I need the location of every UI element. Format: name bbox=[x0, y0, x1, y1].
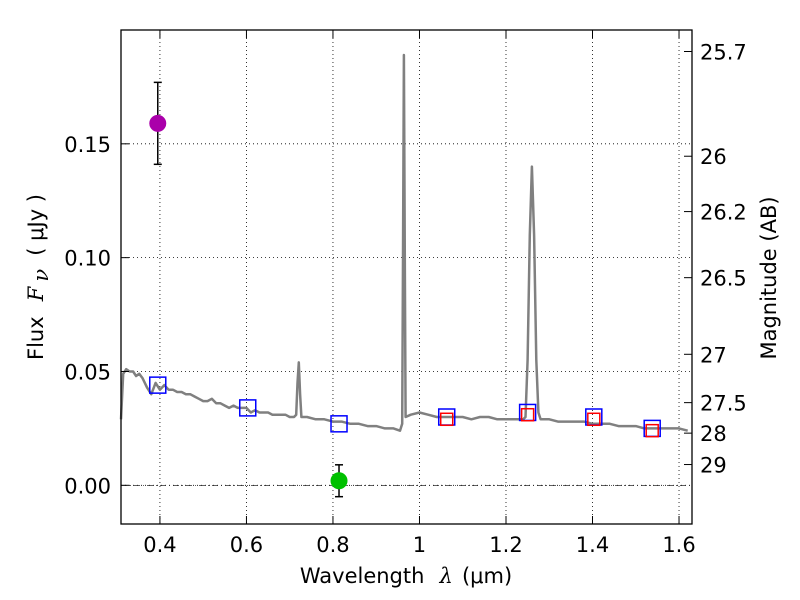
y-axis-title-unit: ( μJy ) bbox=[24, 194, 48, 256]
y-axis-title: Flux F ν ( μJy ) bbox=[24, 194, 53, 360]
grid bbox=[121, 30, 692, 524]
x-tick-label: 0.4 bbox=[143, 533, 176, 557]
plot-frame bbox=[120, 29, 693, 525]
y-axis-title-prefix: Flux bbox=[24, 316, 48, 360]
y2-axis-title: Magnitude (AB) bbox=[757, 196, 781, 359]
y2-tick-label: 28 bbox=[700, 422, 727, 446]
y2-tick-label: 25.7 bbox=[700, 40, 747, 64]
ticks: 0.4 0.6 0.8 1 1.2 1.4 1.6 0.00 0.05 0.10 0.15 25.7 2… bbox=[64, 30, 747, 557]
model-photometry-point bbox=[238, 399, 257, 417]
detection-point bbox=[330, 472, 348, 490]
y2-tick-label: 29 bbox=[700, 454, 727, 478]
observed-photometry-point bbox=[439, 412, 454, 427]
series-layer bbox=[119, 53, 689, 498]
x-tick-label: 1.6 bbox=[662, 533, 695, 557]
y-tick-label: 0.00 bbox=[64, 474, 111, 498]
x-axis-title-prefix: Wavelength bbox=[300, 564, 425, 588]
x-tick-label: 1 bbox=[413, 533, 426, 557]
observed-photometry-point bbox=[645, 423, 659, 438]
x-tick-label: 1.2 bbox=[489, 533, 522, 557]
y2-tick-label: 26 bbox=[700, 145, 727, 169]
y-tick-label: 0.15 bbox=[64, 133, 111, 157]
x-axis-title-unit: (μm) bbox=[462, 564, 512, 588]
x-axis-title: Wavelength λ (μm) bbox=[300, 564, 512, 588]
y2-tick-label: 26.2 bbox=[700, 201, 747, 225]
spectrum-line bbox=[119, 53, 689, 432]
x-tick-label: 1.4 bbox=[576, 533, 609, 557]
x-tick-label: 0.8 bbox=[316, 533, 349, 557]
model-photometry-point bbox=[330, 415, 348, 433]
y-axis-title-subscript: ν bbox=[29, 269, 53, 282]
model-photometry-point bbox=[149, 376, 167, 394]
observed-photometry-point bbox=[587, 412, 601, 427]
x-tick-label: 0.6 bbox=[230, 533, 263, 557]
y-tick-label: 0.05 bbox=[64, 360, 111, 384]
y-tick-label: 0.10 bbox=[64, 247, 111, 271]
y2-tick-label: 27.5 bbox=[700, 392, 747, 416]
y2-tick-label: 26.5 bbox=[700, 267, 747, 291]
x-axis-title-symbol: λ bbox=[439, 564, 453, 588]
y2-tick-label: 27 bbox=[700, 343, 727, 367]
observed-photometry-point bbox=[520, 407, 535, 422]
y-axis-title-symbol: F bbox=[24, 285, 48, 302]
detection-point bbox=[149, 114, 167, 132]
